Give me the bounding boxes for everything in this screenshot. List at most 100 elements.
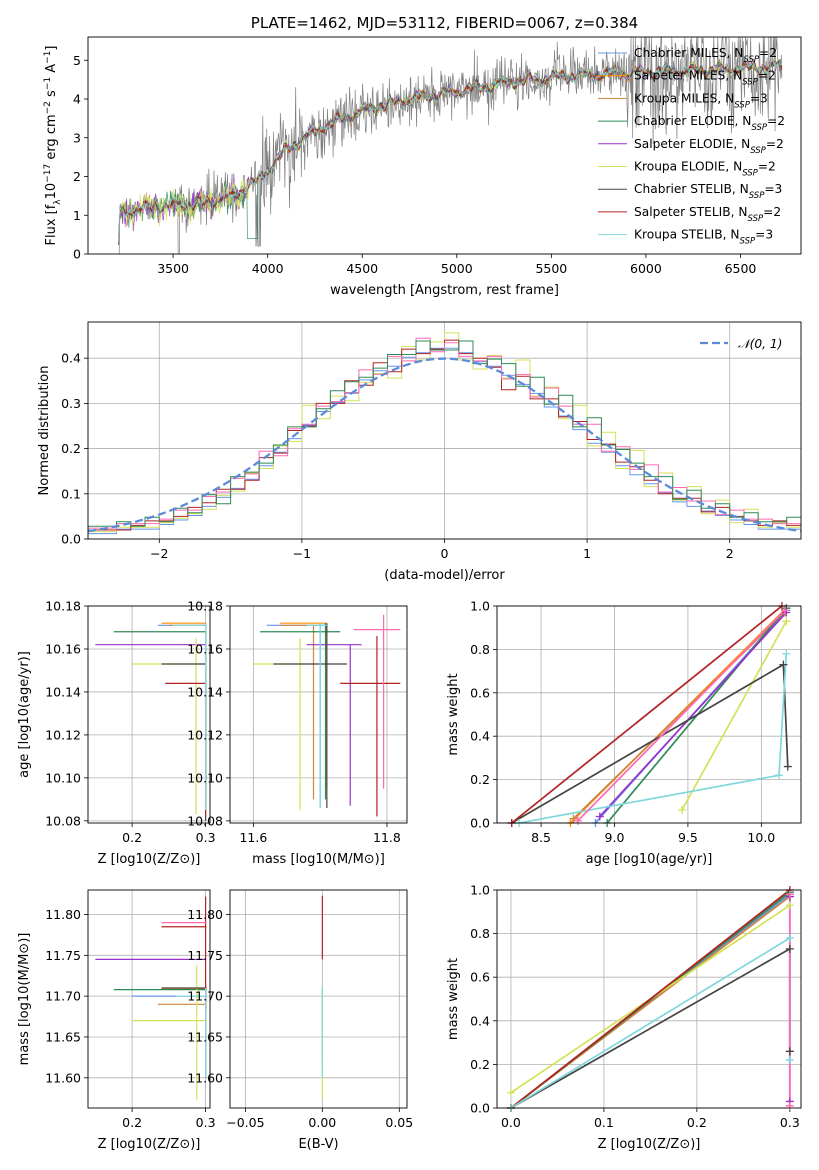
plot-area — [118, 37, 783, 254]
y-tick-label: 0.8 — [470, 642, 490, 657]
mass-weight-marker — [783, 762, 792, 771]
legend-label-suffix: =2 — [759, 46, 777, 60]
y-tick-label: 0.6 — [470, 685, 490, 700]
mass-weight-marker — [573, 816, 582, 825]
x-axis-label: Z [log10(Z/Z⊙)] — [598, 1137, 701, 1152]
legend: 𝒩(0, 1) — [700, 337, 782, 351]
legend-label-sub: SSP — [742, 169, 758, 179]
mass-weight-marker — [782, 649, 791, 658]
histogram-series — [88, 332, 801, 539]
mass-weight-line — [518, 653, 788, 823]
x-tick-label: −2 — [150, 546, 168, 561]
y-tick-label: 4 — [73, 92, 81, 107]
ticks: 0.2 0.3 10.08 10.10 10.12 10.14 10.16 10.18 — [45, 599, 215, 846]
y-tick-label: 11.60 — [45, 1070, 81, 1085]
y-label-part: −1 — [43, 51, 53, 64]
y-tick-label: 0.0 — [61, 532, 81, 547]
histogram-series — [88, 340, 801, 539]
axes-frame — [87, 36, 802, 255]
axes-frame — [496, 605, 802, 824]
x-tick-label: 5000 — [441, 261, 473, 276]
legend-label: Chabrier ELODIE, NSSP=2 — [634, 114, 785, 133]
y-tick-label: 1.0 — [470, 883, 490, 898]
legend-label-text: Salpeter MILES, N — [634, 69, 742, 83]
mass-weight-marker — [785, 890, 794, 899]
y-tick-label: 11.80 — [45, 907, 81, 922]
mass-weight-line — [599, 611, 787, 818]
legend-label-sub: SSP — [742, 78, 758, 88]
legend-label-sub: SSP — [734, 100, 750, 110]
y-label-part: −1 — [43, 77, 53, 90]
legend-label-suffix: =2 — [758, 160, 776, 174]
panel-4: 8.5 9.0 9.5 10.0 0.0 0.2 0.4 0.6 0.8 1.0 age [log1… — [446, 599, 802, 867]
legend-label-suffix: =2 — [763, 205, 781, 219]
axes-frame — [87, 889, 211, 1109]
legend-label: Kroupa MILES, NSSP=3 — [634, 91, 768, 110]
legend-label-suffix: =3 — [750, 91, 768, 105]
mass-weight-marker — [785, 944, 794, 953]
plot-area — [253, 614, 401, 817]
legend-label-sub: SSP — [743, 55, 759, 65]
legend-label-text: Chabrier MILES, N — [634, 46, 743, 60]
legend-label: Salpeter MILES, NSSP=2 — [634, 69, 776, 88]
legend-label-text: Chabrier STELIB, N — [634, 182, 749, 196]
x-tick-label: 0.0 — [501, 1115, 521, 1130]
y-label-part: s — [44, 90, 59, 101]
y-tick-label: 10.18 — [187, 599, 223, 614]
y-tick-label: 1 — [73, 208, 81, 223]
x-tick-label: 2 — [726, 546, 734, 561]
y-tick-label: 11.60 — [187, 1070, 223, 1085]
ticks: −2 −1 0 1 2 0.0 0.1 0.2 0.3 0.4 — [61, 322, 801, 561]
legend-label: Salpeter ELODIE, NSSP=2 — [634, 137, 784, 156]
x-axis-label: E(B-V) — [298, 1137, 338, 1152]
x-tick-label: 0.2 — [687, 1115, 707, 1130]
y-tick-label: 1.0 — [470, 599, 490, 614]
x-tick-label: 10.0 — [747, 830, 775, 845]
mass-weight-marker — [782, 617, 791, 626]
y-label-part: Flux [ — [44, 209, 59, 245]
legend-label-sub: SSP — [749, 191, 765, 201]
mass-weight-line — [510, 947, 791, 1108]
legend-label-text: Kroupa MILES, N — [634, 91, 734, 105]
panel-0: 3500 4000 4500 5000 5500 6000 6500 0 1 2 3 4 5 PLATE=… — [43, 14, 802, 298]
axes-frame — [229, 605, 408, 824]
mass-weight-marker — [678, 805, 687, 814]
x-tick-label: 0.3 — [196, 1115, 216, 1130]
ticks: −0.05 0.00 0.05 11.60 11.65 11.70 11.75 11.80 — [187, 890, 413, 1130]
y-tick-label: 10.16 — [187, 641, 223, 656]
legend-label-text: Chabrier ELODIE, N — [634, 114, 751, 128]
y-tick-label: 5 — [73, 53, 81, 68]
mass-weight-line — [511, 606, 783, 823]
x-tick-label: 9.5 — [678, 830, 698, 845]
x-tick-label: 0.3 — [196, 830, 216, 845]
y-tick-label: 10.14 — [187, 684, 223, 699]
mass-weight-line — [510, 936, 791, 1108]
legend-label-suffix: =2 — [758, 69, 776, 83]
y-tick-label: 10.12 — [187, 727, 223, 742]
panel-7: 0.0 0.1 0.2 0.3 0.0 0.2 0.4 0.6 0.8 1.0 Z [log10(Z… — [446, 883, 802, 1152]
x-tick-label: 0.1 — [594, 1115, 614, 1130]
legend-label: Chabrier MILES, NSSP=2 — [634, 46, 777, 65]
mass-weight-marker — [779, 660, 788, 669]
y-tick-label: 11.65 — [187, 1029, 223, 1044]
y-tick-label: 0.3 — [61, 396, 81, 411]
histogram-series — [88, 337, 801, 539]
chart-title: PLATE=1462, MJD=53112, FIBERID=0067, z=0… — [251, 14, 638, 32]
mass-weight-marker — [595, 812, 604, 821]
mass-weight-marker — [785, 1101, 794, 1110]
y-label-part: erg cm — [44, 114, 59, 163]
ticks: 11.6 11.8 10.08 10.10 10.12 10.14 10.16 10.18 — [187, 599, 407, 845]
axes-frame — [87, 321, 802, 540]
x-tick-label: −1 — [293, 546, 311, 561]
legend-label-suffix: =3 — [755, 228, 773, 242]
x-tick-label: 0.05 — [385, 1115, 413, 1130]
y-tick-label: 10.10 — [45, 770, 81, 785]
mass-weight-marker — [785, 901, 794, 910]
y-tick-label: 0.2 — [61, 441, 81, 456]
mass-weight-marker — [785, 1047, 794, 1056]
y-tick-label: 0.0 — [470, 816, 490, 831]
plot-area — [88, 332, 801, 539]
legend-label-text: Salpeter ELODIE, N — [634, 137, 750, 151]
